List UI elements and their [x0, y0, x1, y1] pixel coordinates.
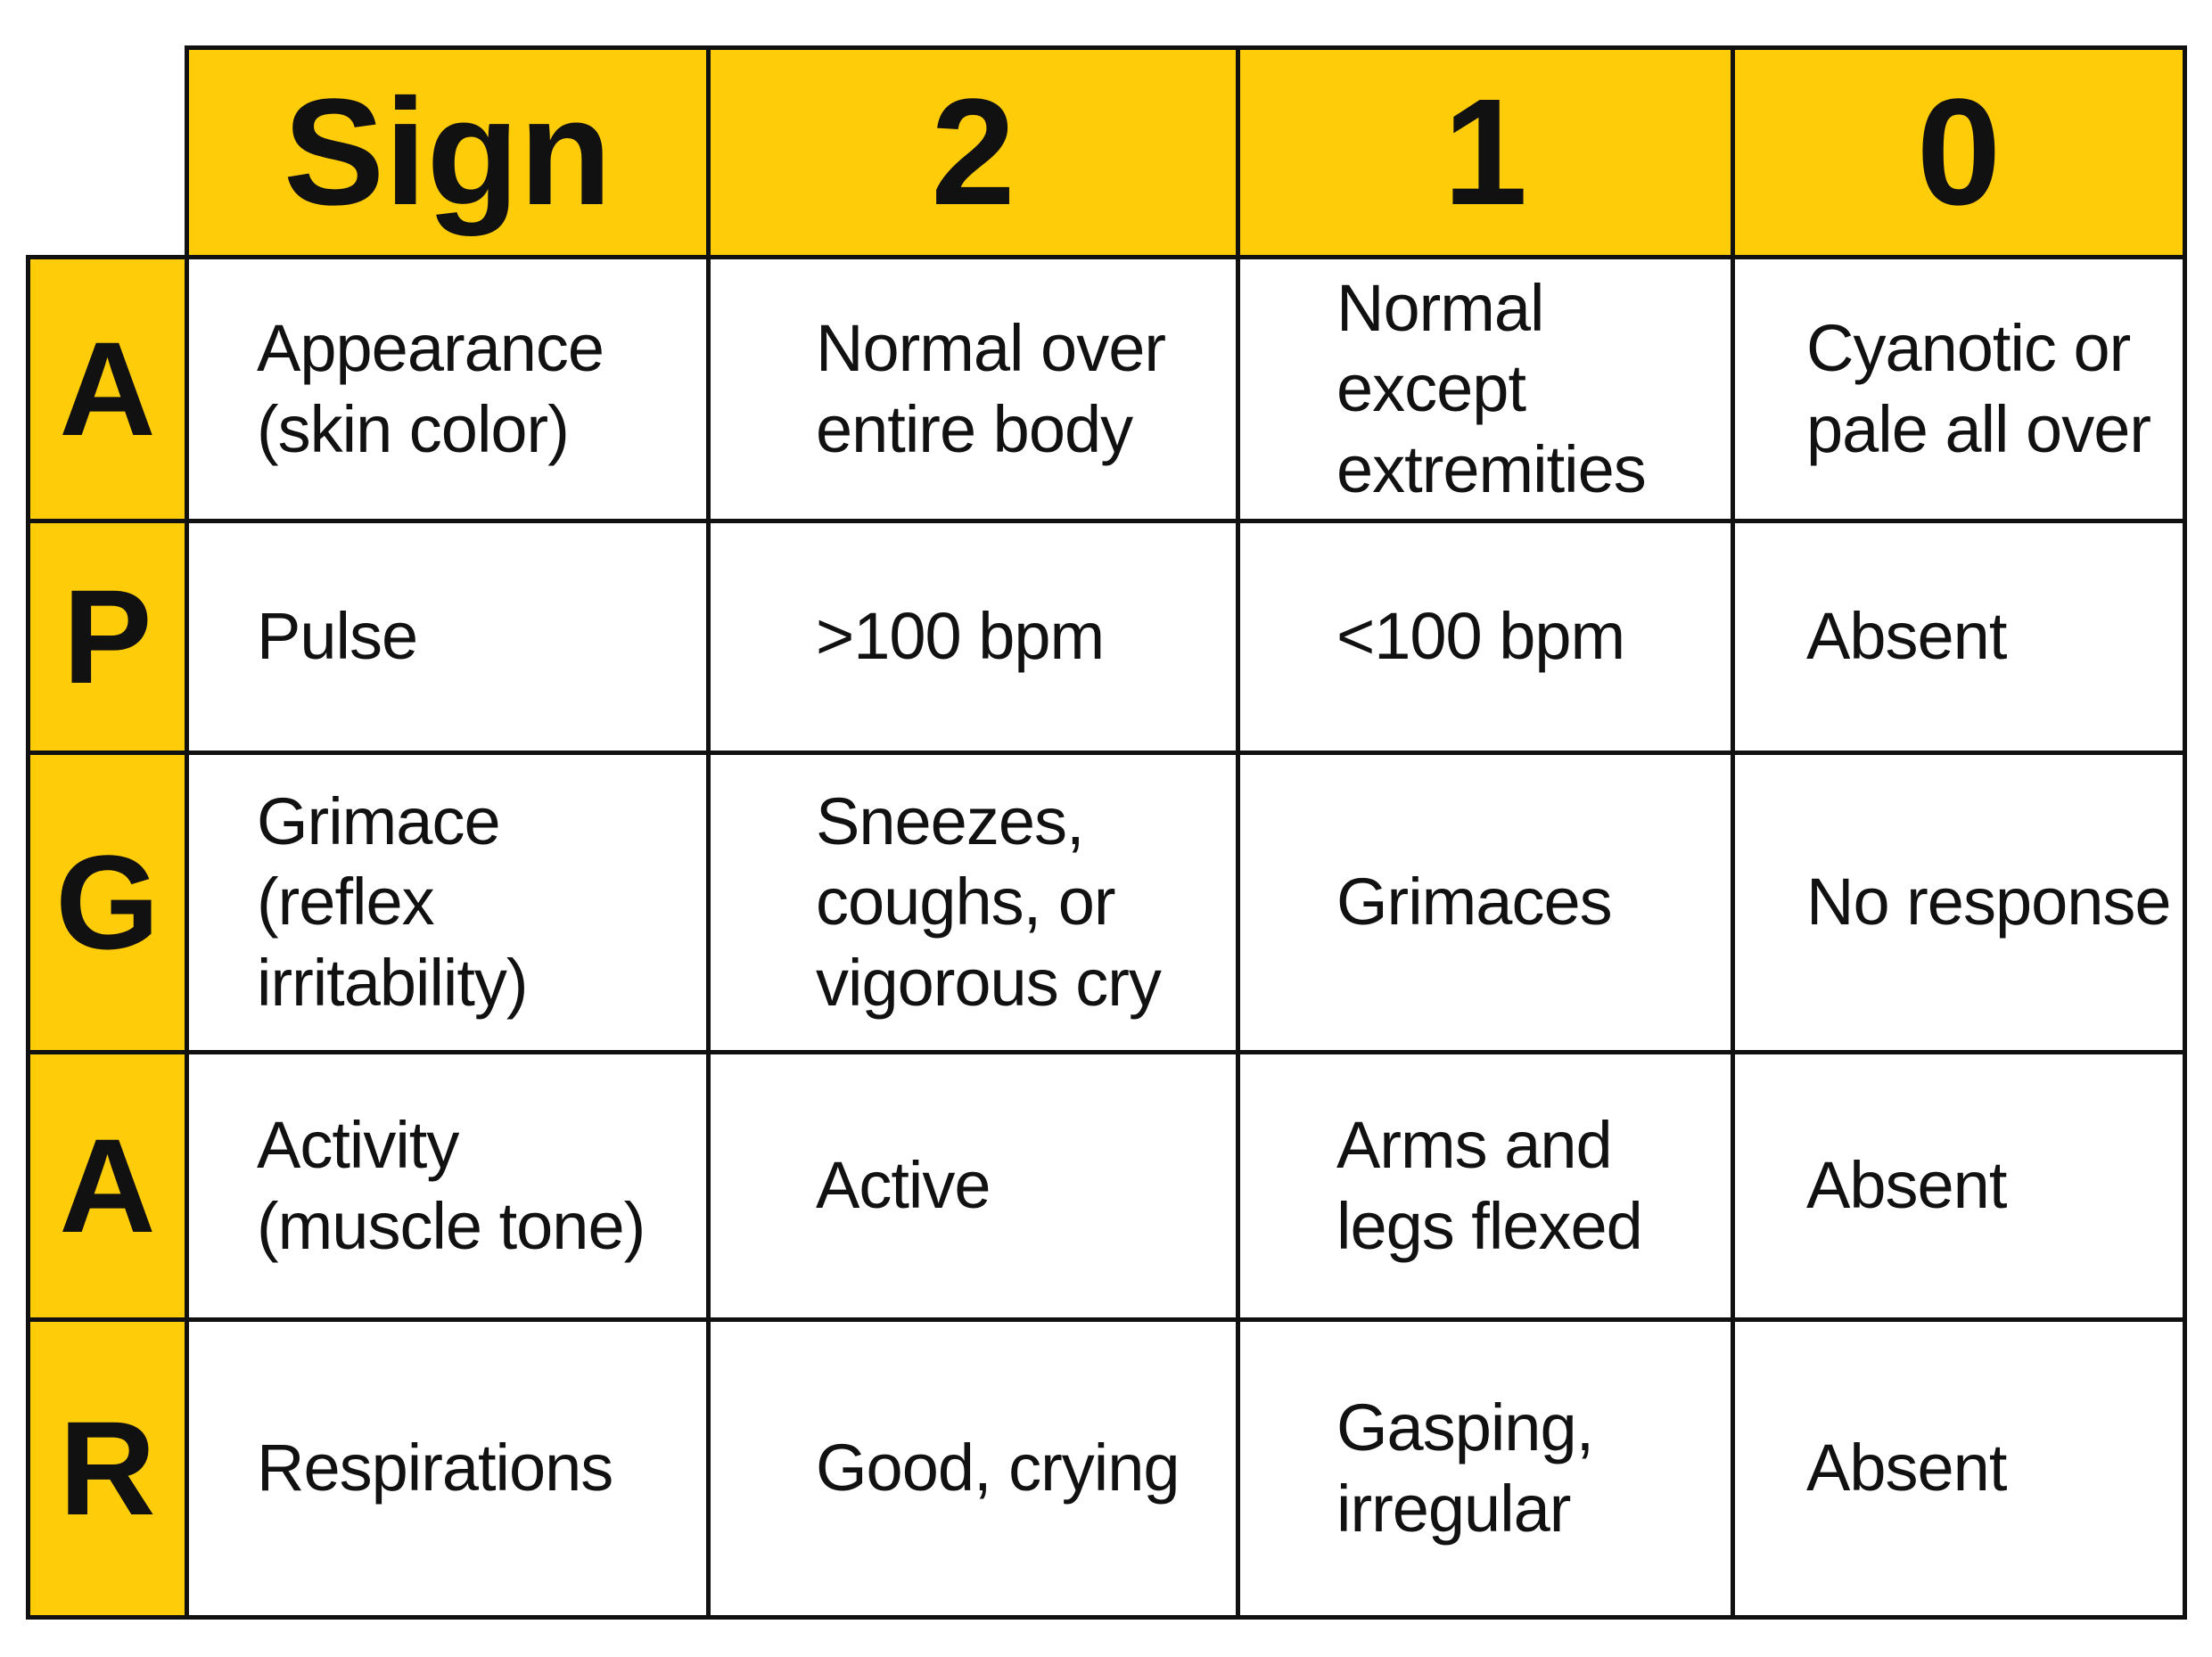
- table-cell: Absent: [1731, 519, 2187, 755]
- row-letter: A: [26, 255, 189, 523]
- cell-text: Sneezes,: [816, 784, 1085, 859]
- header-cell: Sign: [185, 45, 711, 259]
- cell-text: Pulse: [257, 599, 418, 674]
- cell-text: extremities: [1336, 431, 1647, 506]
- cell-text: Good, crying: [816, 1431, 1180, 1505]
- table-cell: Grimace (reflex irritability): [185, 751, 711, 1054]
- cell-text: coughs, or: [816, 865, 1116, 939]
- cell-text: Absent: [1806, 1148, 2007, 1223]
- header-cell: 1: [1236, 45, 1735, 259]
- table-cell: Activity (muscle tone): [185, 1050, 711, 1322]
- row-letter: A: [26, 1050, 189, 1322]
- table-cell: Absent: [1731, 1050, 2187, 1322]
- table-cell: >100 bpm: [706, 519, 1240, 755]
- table-cell: Active: [706, 1050, 1240, 1322]
- table-cell: Cyanotic or pale all over: [1731, 255, 2187, 523]
- row-letter: P: [26, 519, 189, 755]
- cell-text: pale all over: [1806, 391, 2151, 466]
- cell-text: Gasping,: [1336, 1390, 1594, 1465]
- cell-text: irritability): [257, 945, 529, 1020]
- cell-text: entire body: [816, 391, 1133, 466]
- cell-text: except: [1336, 351, 1526, 426]
- cell-text: Absent: [1806, 599, 2007, 674]
- cell-text: (skin color): [257, 391, 570, 466]
- row-letter: G: [26, 751, 189, 1054]
- cell-text: Respirations: [257, 1431, 613, 1505]
- header-cell: 2: [706, 45, 1240, 259]
- table-cell: Normal except extremities: [1236, 255, 1735, 523]
- cell-text: Active: [816, 1148, 991, 1223]
- table-cell: Respirations: [185, 1317, 711, 1620]
- table-cell: Absent: [1731, 1317, 2187, 1620]
- cell-text: Absent: [1806, 1431, 2007, 1505]
- table-cell: Arms and legs flexed: [1236, 1050, 1735, 1322]
- table-cell: No response: [1731, 751, 2187, 1054]
- cell-text: <100 bpm: [1336, 599, 1625, 674]
- cell-text: >100 bpm: [816, 599, 1105, 674]
- cell-text: Activity: [257, 1108, 459, 1183]
- table-cell: Normal over entire body: [706, 255, 1240, 523]
- cell-text: irregular: [1336, 1471, 1571, 1546]
- row-letter: R: [26, 1317, 189, 1620]
- cell-text: Normal over: [816, 311, 1166, 386]
- cell-text: vigorous cry: [816, 945, 1162, 1020]
- table-cell: Sneezes, coughs, or vigorous cry: [706, 751, 1240, 1054]
- cell-text: Grimaces: [1336, 865, 1613, 939]
- cell-text: (reflex: [257, 865, 435, 939]
- table-cell: Good, crying: [706, 1317, 1240, 1620]
- table-cell: Pulse: [185, 519, 711, 755]
- cell-text: Cyanotic or: [1806, 311, 2131, 386]
- header-cell: 0: [1731, 45, 2187, 259]
- table-cell: Gasping, irregular: [1236, 1317, 1735, 1620]
- cell-text: Grimace: [257, 784, 501, 859]
- table-cell: Appearance (skin color): [185, 255, 711, 523]
- cell-text: (muscle tone): [257, 1188, 646, 1263]
- cell-text: No response: [1806, 865, 2172, 939]
- table-cell: Grimaces: [1236, 751, 1735, 1054]
- cell-text: Appearance: [257, 311, 604, 386]
- table-cell: <100 bpm: [1236, 519, 1735, 755]
- cell-text: Normal: [1336, 271, 1544, 346]
- cell-text: legs flexed: [1336, 1188, 1643, 1263]
- cell-text: Arms and: [1336, 1108, 1613, 1183]
